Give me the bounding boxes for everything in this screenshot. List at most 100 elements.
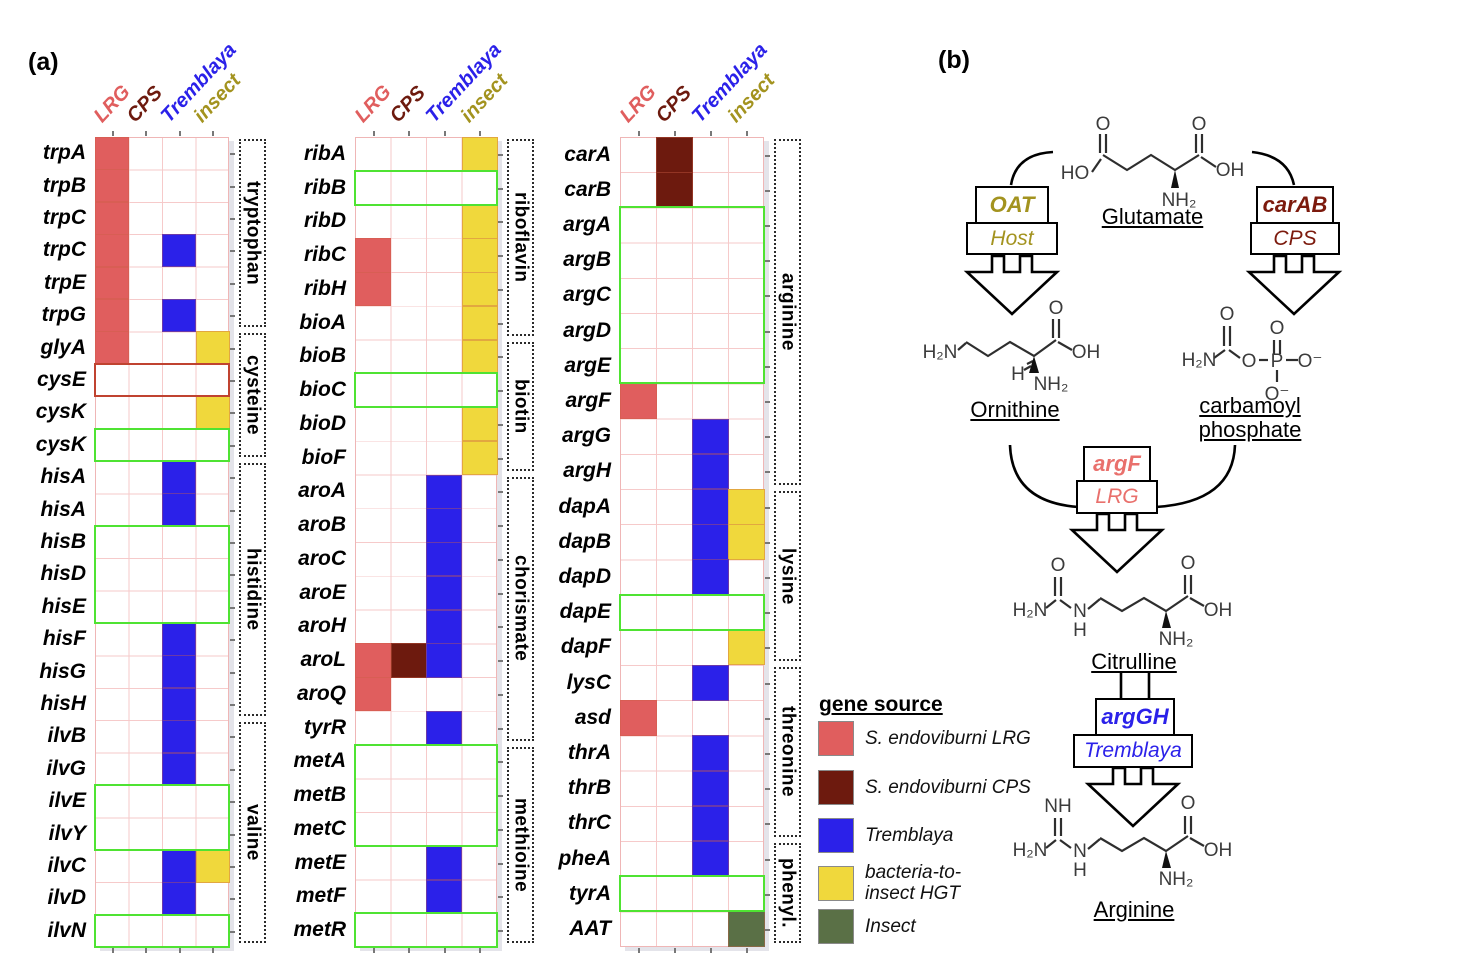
row-tick-right <box>765 365 770 368</box>
gene-label-argE: argE <box>564 353 611 377</box>
gene-label-hisB: hisB <box>40 530 86 553</box>
heatmap-cell <box>728 524 765 560</box>
svg-text:O: O <box>1242 351 1257 372</box>
gene-label-cysK: cysK <box>35 432 86 456</box>
column-tick-top <box>674 131 676 136</box>
heatmap-cell <box>692 735 729 772</box>
legend-swatch <box>818 865 854 901</box>
row-tick-right <box>230 412 235 415</box>
gene-label-ilvY: ilvY <box>48 821 86 845</box>
row-tick-right <box>230 347 235 350</box>
row-tick-right <box>765 577 770 579</box>
pathway-bracket-label: arginine <box>777 273 799 351</box>
column-tick-top <box>710 131 712 136</box>
gene-label-ribA: ribA <box>304 141 346 165</box>
arggh-arrow <box>1084 766 1182 828</box>
row-tick-right <box>765 330 770 333</box>
heatmap-cell <box>461 440 498 475</box>
carab-arrow <box>1245 254 1343 316</box>
outline-box-green <box>354 743 498 847</box>
gene-label-aroQ: aroQ <box>296 681 346 705</box>
row-tick-right <box>498 322 503 325</box>
gene-label-bioD: bioD <box>299 411 346 435</box>
gene-label-lysC: lysC <box>566 670 611 694</box>
pathway-bracket-label: riboflavin <box>510 191 532 283</box>
heatmap-cell <box>426 609 462 644</box>
pathway-bracket-label: methioine <box>510 797 532 892</box>
row-tick-right <box>765 295 770 298</box>
pathway-bracket-phenyl: phenyl. <box>774 843 801 943</box>
heatmap-cell <box>461 238 498 273</box>
column-tick-top <box>408 131 411 136</box>
heatmap-cell <box>162 849 196 883</box>
heatmap-cell <box>95 331 129 365</box>
legend-swatch <box>818 721 854 756</box>
heatmap-cell <box>95 266 129 300</box>
row-tick-right <box>498 525 503 528</box>
pathway-bracket-histidine: histidine <box>239 463 266 717</box>
heatmap-cell <box>692 770 729 807</box>
svg-text:O: O <box>1270 318 1285 339</box>
svg-text:NH: NH <box>1044 796 1071 817</box>
svg-text:O: O <box>1181 553 1196 574</box>
column-tick-top <box>212 131 215 136</box>
row-tick-right <box>765 260 770 263</box>
column-header-lrg: LRG <box>615 81 661 127</box>
gene-label-carB: carB <box>564 177 611 201</box>
pathway-bracket-label: cysteine <box>242 355 264 436</box>
column-tick-bottom <box>178 948 181 953</box>
gene-label-trpC: trpC <box>42 206 86 229</box>
gene-label-thrB: thrB <box>567 776 611 800</box>
column-tick-top <box>746 131 748 136</box>
gene-label-argG: argG <box>561 424 611 448</box>
row-tick-right <box>230 639 235 642</box>
gene-label-ilvC: ilvC <box>47 854 86 877</box>
heatmap-cell <box>162 655 196 689</box>
column-tick-top <box>145 131 148 136</box>
svg-text:P: P <box>1271 351 1284 372</box>
column-header-cps: CPS <box>651 81 696 127</box>
row-tick-right <box>230 380 235 382</box>
gene-label-metA: metA <box>293 749 346 773</box>
panel-b-label: (b) <box>938 46 970 74</box>
row-tick-right <box>765 612 770 615</box>
citrulline-name: Citrulline <box>1091 649 1177 674</box>
heatmap-cell <box>692 453 729 490</box>
legend-label: Tremblaya <box>865 825 954 846</box>
enzyme-oat-source: Host <box>966 222 1058 255</box>
heatmap-cell <box>426 879 462 914</box>
heatmap-cell <box>461 272 498 307</box>
row-tick-right <box>230 606 235 609</box>
svg-text:OH: OH <box>1204 840 1233 861</box>
heatmap-cell <box>355 238 391 273</box>
outline-box-green <box>354 372 498 408</box>
row-tick-right <box>230 477 235 480</box>
row-tick-right <box>230 833 235 836</box>
column-tick-top <box>479 131 482 136</box>
legend-item-4: bacteria-to- insect HGT <box>818 862 961 904</box>
gene-label-dapD: dapD <box>558 565 612 588</box>
legend-item-3: Tremblaya <box>818 818 953 853</box>
svg-text:NH₂: NH₂ <box>1159 629 1194 650</box>
heatmap-cell <box>692 559 729 596</box>
gene-label-argD: argD <box>563 318 611 342</box>
column-tick-bottom <box>746 947 748 953</box>
heatmap-cell <box>162 493 196 527</box>
gene-label-dapF: dapF <box>560 635 611 659</box>
heatmap-cell <box>426 710 462 745</box>
pathway-bracket-label: histidine <box>242 548 264 631</box>
gene-label-ilvN: ilvN <box>47 918 86 942</box>
row-tick-right <box>498 457 503 460</box>
gene-label-metB: metB <box>293 783 346 807</box>
row-tick-right <box>230 736 235 739</box>
pathway-bracket-biotin: biotin <box>507 341 534 471</box>
svg-text:HO: HO <box>1061 163 1090 184</box>
heatmap-cell <box>426 643 462 678</box>
svg-text:OH: OH <box>1072 342 1101 363</box>
gene-label-ribH: ribH <box>304 276 346 300</box>
carbamoyl-phosphate-name: carbamoyl phosphate <box>1198 393 1302 442</box>
gene-label-ilvB: ilvB <box>47 724 86 748</box>
gene-label-bioA: bioA <box>299 310 346 334</box>
row-tick-right <box>765 436 770 439</box>
column-tick-top <box>372 131 375 136</box>
